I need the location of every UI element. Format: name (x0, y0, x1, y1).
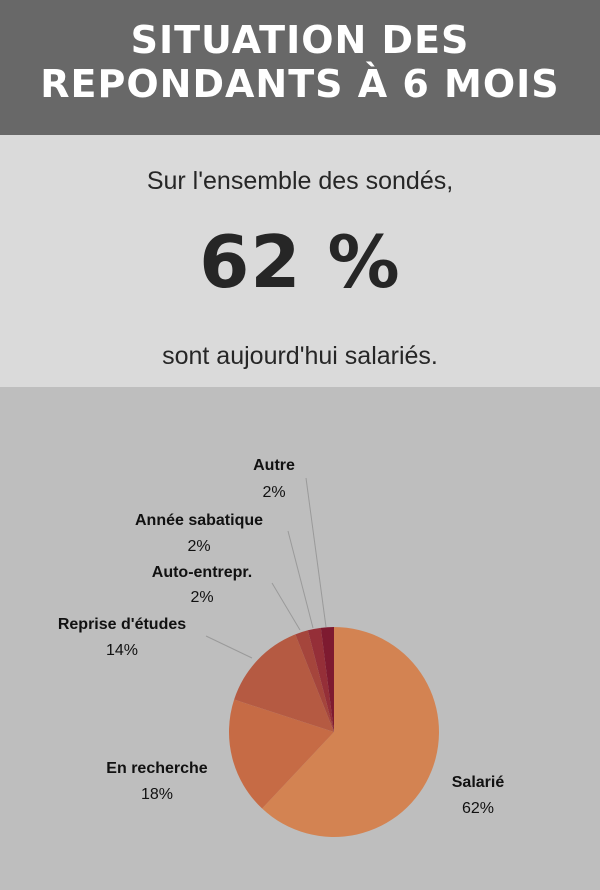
slice-label: Reprise d'études (58, 616, 186, 633)
leader-line (205, 635, 253, 659)
title-line-1: SITUATION DES (130, 18, 470, 62)
slice-value-label: 2% (187, 538, 210, 555)
pie-slice-en-recherche (228, 699, 334, 809)
pie-slice-autre (320, 627, 334, 732)
slice-value-label: 18% (141, 786, 173, 803)
header-banner: SITUATION DES REPONDANTS À 6 MOIS (0, 0, 600, 135)
leader-line (271, 582, 301, 631)
slice-value-label: 14% (106, 642, 138, 659)
summary-highlight: 62 % (199, 220, 401, 304)
pie-slice-ann-e-sabatique (307, 627, 334, 732)
pie-slice-auto-entrepr- (295, 630, 334, 732)
chart-area: Salarié 62% En recherche 18% Reprise d'étude… (0, 387, 600, 890)
slice-label: Autre (253, 457, 295, 474)
summary-band: Sur l'ensemble des sondés, 62 % sont auj… (0, 135, 600, 387)
title-line-2: REPONDANTS À 6 MOIS (40, 62, 560, 106)
pie-slice-reprise-d-tudes (234, 634, 334, 732)
slice-value-label: 2% (262, 484, 285, 501)
slice-value-label: 62% (462, 800, 494, 817)
summary-outro: sont aujourd'hui salariés. (162, 342, 438, 370)
pie-chart: Salarié 62% En recherche 18% Reprise d'étude… (58, 457, 505, 837)
slice-label: En recherche (106, 760, 207, 777)
slice-label: Auto-entrepr. (152, 564, 252, 581)
slice-label: Salarié (452, 774, 505, 791)
slice-label: Année sabatique (135, 512, 263, 529)
leader-line (287, 530, 314, 629)
leader-line (305, 477, 327, 628)
pie-slice-salari- (262, 627, 439, 837)
summary-intro: Sur l'ensemble des sondés, (146, 167, 454, 195)
slice-value-label: 2% (190, 589, 213, 606)
